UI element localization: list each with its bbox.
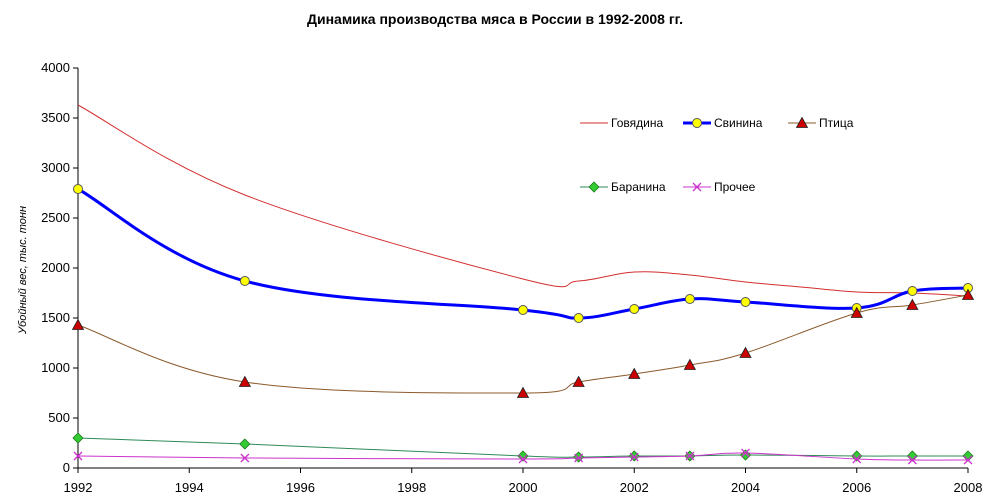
data-point-triangle [628,367,641,379]
y-tick-label: 1500 [41,310,70,325]
legend-item: Птица [788,116,854,130]
series-Птица [71,288,975,398]
data-point-circle [629,304,640,314]
data-point-circle [740,297,751,307]
series-line [77,187,969,320]
legend-item: Баранина [580,180,666,194]
data-point-circle [907,286,918,296]
axes: 0 500 1000 1500 2000 2500 3000 3500 4000 1992 1994… [41,60,982,495]
data-point-x [518,454,528,464]
data-point-x [907,455,917,465]
legend-item: Прочее [683,180,756,194]
y-tick-label: 500 [48,410,70,425]
data-point-diamond [573,451,585,463]
y-tick-label: 3500 [41,110,70,125]
data-point-diamond [72,432,84,444]
series-line [77,437,968,458]
series-line [77,452,969,461]
legend-label: Свинина [714,116,763,130]
data-point-diamond [588,181,600,193]
legend-label: Говядина [611,116,663,130]
x-tick-label: 1992 [64,480,93,495]
data-point-triangle [795,116,809,128]
y-tick-label: 3000 [41,160,70,175]
data-point-x [692,182,702,192]
data-point-triangle [238,375,252,387]
y-axis-label: Убойный вес, тыс. тонн [17,206,29,335]
legend-item: Говядина [580,116,663,130]
x-tick-label: 2002 [620,480,649,495]
series-Свинина [73,184,973,323]
data-point-circle [239,276,250,286]
data-point-triangle [850,306,863,318]
data-point-x [240,453,250,463]
chart-title: Динамика производства мяса в России в 19… [307,11,683,27]
data-point-triangle [683,358,697,370]
data-point-circle [692,118,702,128]
legend-label: Птица [819,116,854,130]
data-point-diamond [239,438,251,450]
data-point-circle [684,294,695,304]
data-point-circle [518,305,528,315]
x-tick-label: 2004 [731,480,760,495]
data-point-x [685,451,695,461]
y-tick-label: 2000 [41,260,70,275]
x-tick-label: 2006 [842,480,871,495]
legend-label: Прочее [714,180,756,194]
data-point-x [629,452,639,462]
y-tick-label: 2500 [41,210,70,225]
y-tick-label: 0 [63,460,70,475]
series-line [77,104,969,297]
data-point-x [741,448,750,458]
data-point-diamond [906,450,918,462]
data-point-x [963,455,973,465]
data-point-x [73,451,83,461]
data-point-diamond [962,450,974,462]
x-tick-label: 1996 [286,480,315,495]
x-tick-label: 2008 [954,480,983,495]
series-line [77,294,969,394]
data-point-triangle [572,375,585,387]
y-tick-label: 1000 [41,360,70,375]
data-point-x [852,454,862,464]
series-layer [71,104,975,465]
x-tick-label: 1998 [397,480,426,495]
series-Прочее [73,448,973,465]
data-point-x [574,453,584,463]
data-point-triangle [516,386,530,398]
series-Говядина [77,104,969,297]
data-point-triangle [71,318,85,330]
data-point-diamond [739,449,752,461]
legend-item: Свинина [683,116,763,130]
x-tick-label: 1994 [175,480,204,495]
data-point-diamond [628,450,640,462]
x-tick-label: 2000 [509,480,538,495]
data-point-circle [573,313,584,323]
legend-label: Баранина [611,180,666,194]
data-point-circle [73,184,83,194]
data-point-triangle [739,346,752,358]
legend: Говядина Свинина Птица Баранина Прочее [580,116,854,194]
y-tick-label: 4000 [41,60,70,75]
data-point-triangle [961,288,975,300]
data-point-triangle [906,298,919,310]
